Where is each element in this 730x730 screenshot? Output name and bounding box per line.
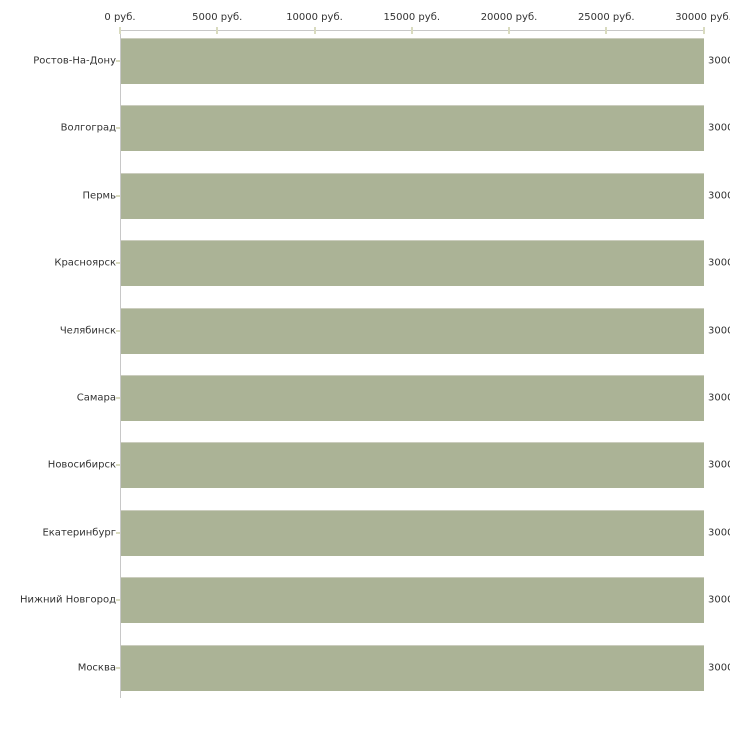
bar bbox=[121, 38, 704, 84]
category-tick bbox=[116, 329, 120, 332]
bar-value-label: 30000 bbox=[708, 662, 730, 674]
bar bbox=[121, 240, 704, 287]
category-tick bbox=[116, 262, 120, 265]
category-tick bbox=[116, 194, 120, 197]
x-tick-label: 25000 руб. bbox=[577, 12, 635, 23]
bar bbox=[121, 375, 704, 421]
category-tick bbox=[116, 531, 120, 534]
bar bbox=[121, 105, 704, 152]
bar-value-label: 30000 bbox=[708, 257, 730, 269]
category-tick bbox=[116, 666, 120, 669]
x-tick-label: 30000 руб. bbox=[675, 12, 730, 23]
bar-value-label: 30000 bbox=[708, 325, 730, 337]
category-label: Красноярск bbox=[54, 257, 116, 269]
x-tick bbox=[410, 27, 413, 34]
category-label: Нижний Новгород bbox=[19, 594, 116, 606]
bar bbox=[121, 307, 704, 354]
category-tick bbox=[116, 127, 120, 130]
bar-value-label: 30000 bbox=[708, 392, 730, 404]
x-tick-label: 5000 руб. bbox=[192, 12, 243, 23]
x-tick bbox=[508, 27, 510, 34]
bar-value-label: 30000 bbox=[708, 527, 730, 539]
x-tick-label: 15000 руб. bbox=[383, 12, 441, 23]
category-label: Екатеринбург bbox=[42, 527, 116, 539]
x-tick bbox=[119, 27, 121, 34]
bar-value-label: 30000 bbox=[708, 459, 730, 471]
y-axis-line bbox=[120, 30, 121, 698]
category-label: Новосибирск bbox=[47, 459, 116, 471]
category-label: Челябинск bbox=[59, 325, 116, 337]
bar bbox=[121, 644, 704, 691]
x-tick bbox=[216, 27, 219, 34]
category-tick bbox=[116, 599, 120, 602]
bar-value-label: 30000 bbox=[708, 55, 730, 67]
category-label: Москва bbox=[77, 662, 116, 674]
category-label: Ростов-На-Дону bbox=[33, 55, 116, 67]
x-tick bbox=[313, 27, 316, 34]
bar bbox=[121, 509, 704, 556]
x-tick bbox=[605, 27, 608, 34]
bar-value-label: 30000 bbox=[708, 594, 730, 606]
bar bbox=[121, 442, 704, 489]
category-label: Пермь bbox=[82, 190, 116, 202]
category-label: Самара bbox=[76, 392, 116, 404]
x-tick-label: 0 руб. bbox=[104, 12, 136, 23]
category-tick bbox=[116, 397, 120, 399]
x-tick-label: 10000 руб. bbox=[286, 12, 343, 23]
bar-value-label: 30000 bbox=[708, 190, 730, 202]
x-tick bbox=[702, 27, 705, 34]
category-label: Волгоград bbox=[60, 122, 116, 134]
x-tick-label: 20000 руб. bbox=[480, 12, 538, 23]
bar bbox=[121, 577, 704, 624]
category-tick bbox=[116, 60, 120, 62]
bar-value-label: 30000 bbox=[708, 122, 730, 134]
bar bbox=[121, 172, 704, 219]
category-tick bbox=[116, 464, 120, 467]
